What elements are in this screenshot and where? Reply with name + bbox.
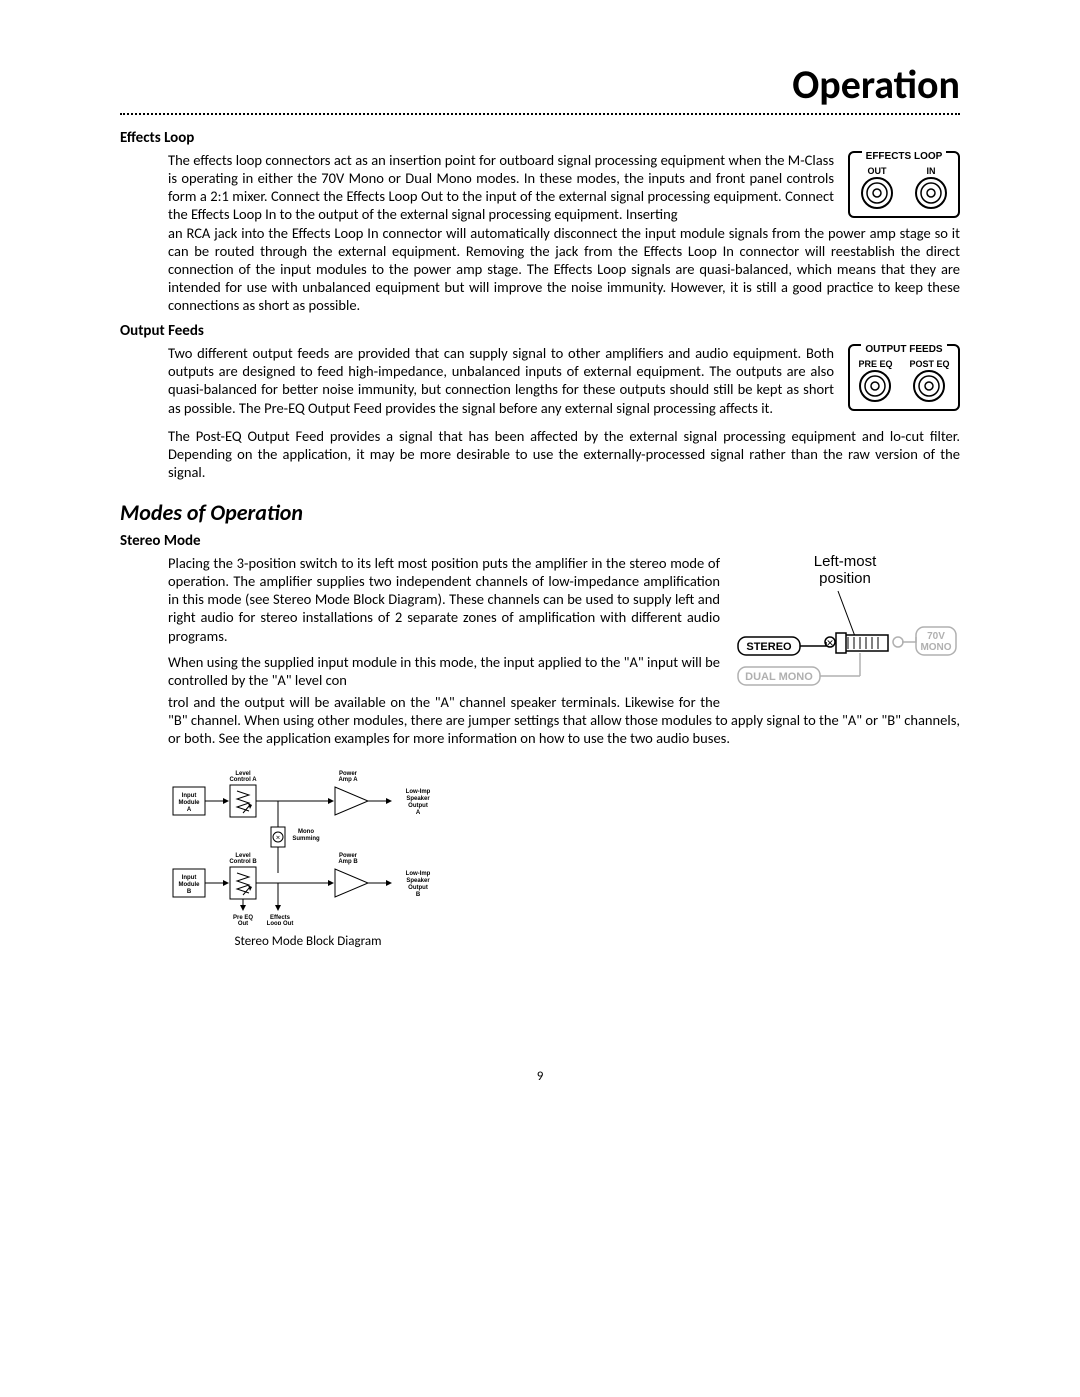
output-feeds-para-2: The Post-EQ Output Feed provides a signa… bbox=[168, 427, 960, 481]
effects-loop-in-label: IN bbox=[927, 166, 936, 176]
svg-text:Input: Input bbox=[182, 875, 197, 881]
rca-jack-icon bbox=[912, 369, 946, 403]
svg-text:Module: Module bbox=[179, 882, 201, 888]
svg-text:B: B bbox=[187, 889, 192, 895]
mode-switch-icon: STEREO ✕ 70V bbox=[730, 587, 960, 697]
stereo-mode-heading: Stereo Mode bbox=[120, 532, 960, 550]
post-eq-label: POST EQ bbox=[909, 359, 949, 369]
svg-text:Low-Imp: Low-Imp bbox=[406, 871, 431, 877]
svg-text:Output: Output bbox=[408, 885, 428, 891]
output-feeds-panel: OUTPUT FEEDS PRE EQ POST EQ bbox=[848, 344, 960, 411]
svg-text:Mono: Mono bbox=[298, 829, 314, 835]
output-feeds-heading: Output Feeds bbox=[120, 322, 960, 340]
rca-jack-icon bbox=[858, 369, 892, 403]
svg-text:Amp B: Amp B bbox=[338, 859, 358, 865]
svg-text:A: A bbox=[187, 807, 192, 813]
svg-text:DUAL MONO: DUAL MONO bbox=[745, 671, 813, 683]
switch-diagram: Left-most position STEREO ✕ bbox=[730, 554, 960, 701]
svg-text:A: A bbox=[416, 810, 421, 816]
switch-caption-2: position bbox=[819, 570, 871, 587]
effects-loop-section: Effects Loop EFFECTS LOOP OUT IN The eff… bbox=[120, 129, 960, 314]
svg-text:Input: Input bbox=[182, 793, 197, 799]
svg-text:×: × bbox=[276, 833, 280, 843]
output-feeds-panel-title: OUTPUT FEEDS bbox=[861, 344, 946, 355]
stereo-label: STEREO bbox=[746, 641, 792, 653]
output-feeds-para-1: Two different output feeds are provided … bbox=[168, 344, 960, 417]
stereo-mode-section: Stereo Mode Left-most position STEREO ✕ bbox=[120, 532, 960, 747]
stereo-mode-para-3: trol and the output will be available on… bbox=[168, 693, 960, 747]
svg-text:Loop Out: Loop Out bbox=[267, 921, 294, 925]
effects-loop-heading: Effects Loop bbox=[120, 129, 960, 147]
effects-loop-out-label: OUT bbox=[868, 166, 887, 176]
svg-text:Control A: Control A bbox=[229, 777, 257, 783]
svg-text:Summing: Summing bbox=[292, 836, 320, 842]
effects-loop-para-1: The effects loop connectors act as an in… bbox=[168, 151, 960, 224]
svg-text:70V: 70V bbox=[927, 631, 945, 642]
rca-jack-icon bbox=[860, 176, 894, 210]
page-title: Operation bbox=[120, 60, 960, 109]
svg-text:Control B: Control B bbox=[229, 859, 257, 865]
svg-text:Output: Output bbox=[408, 803, 428, 809]
effects-loop-panel: EFFECTS LOOP OUT IN bbox=[848, 151, 960, 218]
pre-eq-label: PRE EQ bbox=[858, 359, 892, 369]
rca-jack-icon bbox=[914, 176, 948, 210]
svg-text:✕: ✕ bbox=[826, 638, 834, 648]
svg-text:Amp A: Amp A bbox=[338, 777, 358, 783]
block-diagram-caption: Stereo Mode Block Diagram bbox=[168, 934, 448, 949]
output-feeds-section: Output Feeds OUTPUT FEEDS PRE EQ POST EQ… bbox=[120, 322, 960, 481]
svg-text:Speaker: Speaker bbox=[406, 796, 430, 802]
switch-caption-1: Left-most bbox=[814, 553, 877, 570]
page-number: 9 bbox=[120, 1069, 960, 1084]
block-diagram: Level Control A Power Amp A Input Module… bbox=[168, 765, 448, 949]
svg-text:MONO: MONO bbox=[920, 642, 951, 653]
svg-text:B: B bbox=[416, 892, 421, 898]
modes-of-operation-heading: Modes of Operation bbox=[120, 499, 960, 526]
svg-text:Low-Imp: Low-Imp bbox=[406, 789, 431, 795]
effects-loop-panel-title: EFFECTS LOOP bbox=[862, 151, 947, 162]
svg-text:Out: Out bbox=[238, 921, 248, 925]
effects-loop-para-2: an RCA jack into the Effects Loop In con… bbox=[168, 224, 960, 315]
svg-text:Speaker: Speaker bbox=[406, 878, 430, 884]
dotted-rule bbox=[120, 113, 960, 115]
block-diagram-svg: Level Control A Power Amp A Input Module… bbox=[168, 765, 448, 925]
svg-text:Module: Module bbox=[179, 800, 201, 806]
